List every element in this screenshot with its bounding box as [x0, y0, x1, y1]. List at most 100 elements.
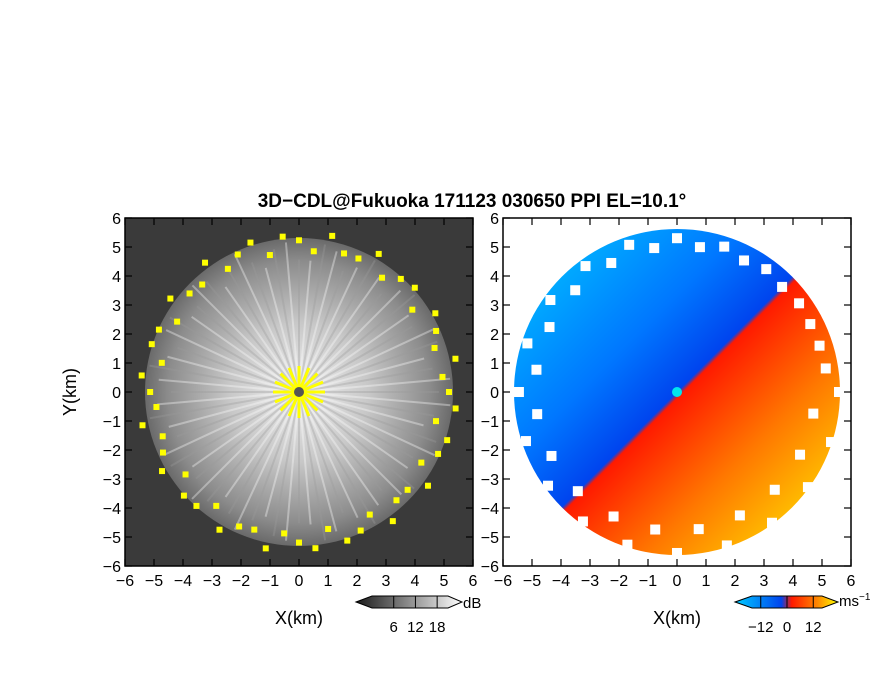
snr-ray [298, 325, 413, 393]
velocity-ytick-label: −1 [481, 414, 499, 431]
velocity-xtick-label: 3 [760, 573, 769, 590]
velocity-colorbar-tick-label: 12 [805, 619, 822, 636]
velocity-xtick-label: 0 [673, 573, 682, 590]
velocity-gap [544, 322, 555, 333]
velocity-gap [826, 437, 837, 448]
snr-y-axis-label: Y(km) [60, 368, 80, 416]
velocity-gap [532, 409, 543, 420]
snr-ytick-label: 5 [112, 240, 121, 257]
snr-flag [296, 539, 302, 546]
snr-xtick-label: −1 [261, 573, 279, 590]
snr-flag [159, 433, 166, 440]
velocity-gap [543, 480, 554, 491]
snr-flag [435, 450, 442, 457]
velocity-colorbar-tick-label: −12 [748, 619, 773, 636]
snr-flag [341, 250, 348, 257]
snr-colorbar-tick-label: 12 [407, 619, 424, 636]
snr-flag [389, 518, 396, 525]
snr-flag [431, 344, 438, 351]
velocity-gap [769, 484, 780, 495]
velocity-xtick-label: −6 [494, 573, 512, 590]
velocity-gap [672, 547, 682, 558]
snr-ray [149, 364, 300, 393]
snr-ray [298, 391, 415, 490]
velocity-gap [650, 524, 661, 535]
velocity-xtick-label: −3 [581, 573, 599, 590]
velocity-ytick-label: 0 [490, 385, 499, 402]
snr-flag [452, 405, 459, 412]
snr-ytick-label: −5 [103, 530, 121, 547]
velocity-colorbar-tick-label: 0 [783, 619, 791, 636]
snr-xtick-label: 4 [411, 573, 420, 590]
snr-flag [186, 290, 193, 297]
snr-xtick-label: −2 [232, 573, 250, 590]
snr-flag [193, 502, 200, 509]
snr-xtick-label: −5 [145, 573, 163, 590]
snr-flag [312, 545, 319, 552]
velocity-gap [649, 243, 660, 254]
chart-title: 3D−CDL@Fukuoka 171123 030650 PPI EL=10.1… [258, 191, 687, 212]
velocity-ytick-label: −4 [481, 501, 499, 518]
snr-flag [357, 527, 364, 534]
snr-ray [149, 391, 300, 420]
snr-flag [236, 523, 243, 530]
snr-xtick-label: 6 [469, 573, 478, 590]
snr-flag [139, 422, 146, 429]
velocity-gap [570, 285, 581, 296]
snr-ray [191, 391, 300, 468]
velocity-gap [734, 510, 745, 521]
snr-ray [284, 391, 300, 541]
snr-ray [298, 294, 416, 393]
velocity-ytick-label: −2 [481, 443, 499, 460]
snr-ray [196, 305, 300, 393]
velocity-gap [572, 486, 583, 497]
snr-ray [272, 391, 300, 537]
snr-ray [298, 391, 424, 427]
velocity-colorbar-unit-base: ms [839, 593, 859, 610]
snr-ray [298, 391, 338, 532]
snr-ray [195, 391, 300, 480]
snr-ray [298, 391, 383, 492]
velocity-gaps [513, 233, 844, 558]
velocity-xtick-label: −4 [552, 573, 570, 590]
snr-ray [284, 242, 300, 393]
snr-flag [182, 471, 189, 478]
snr-flag [310, 248, 317, 255]
snr-ray [264, 267, 300, 393]
velocity-gap [622, 539, 633, 550]
snr-ray [298, 259, 376, 393]
velocity-gap [777, 281, 788, 292]
snr-panel: −6 −5 −4 −3 −2 −1 0 1 2 3 4 5 6 6 5 4 3 2 1 0 −1 −2 −3 −4 −5 −6 X… [60, 211, 478, 628]
velocity-gap [802, 482, 813, 493]
velocity-gap [672, 233, 682, 244]
velocity-site-marker [672, 387, 682, 397]
snr-flag [375, 250, 382, 257]
snr-flag [216, 526, 223, 533]
snr-ray [298, 377, 451, 393]
snr-flag [234, 251, 241, 258]
snr-ray [264, 391, 300, 517]
snr-flag [262, 545, 269, 552]
velocity-gap [513, 387, 524, 397]
lidar-site-marker [294, 387, 304, 397]
velocity-panel: −6 −5 −4 −3 −2 −1 0 1 2 3 4 5 6 6 5 4 3 2 1 0 −1 −2 −3 −4 −5 −6 X… [481, 211, 856, 628]
snr-flag [159, 468, 166, 475]
snr-ray [298, 314, 410, 393]
snr-ray [224, 391, 300, 498]
snr-flag [439, 373, 446, 380]
snr-ray [298, 293, 383, 393]
velocity-gap [739, 255, 750, 266]
velocity-gap [795, 449, 806, 460]
velocity-xtick-label: 6 [847, 573, 856, 590]
snr-flag [424, 482, 431, 489]
snr-ray [205, 281, 300, 393]
velocity-xtick-label: 4 [789, 573, 798, 590]
snr-ray [298, 391, 409, 469]
snr-ray [167, 355, 300, 393]
snr-axis-ticks: −6 −5 −4 −3 −2 −1 0 1 2 3 4 5 6 6 5 4 3 2 1 0 −1 −2 −3 −4 −5 −6 [103, 211, 478, 590]
snr-flag [355, 255, 362, 262]
velocity-gap [820, 363, 831, 374]
snr-ray [298, 277, 380, 393]
snr-flag [418, 459, 425, 466]
